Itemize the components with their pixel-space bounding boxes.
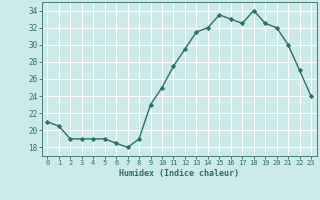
X-axis label: Humidex (Indice chaleur): Humidex (Indice chaleur) — [119, 169, 239, 178]
